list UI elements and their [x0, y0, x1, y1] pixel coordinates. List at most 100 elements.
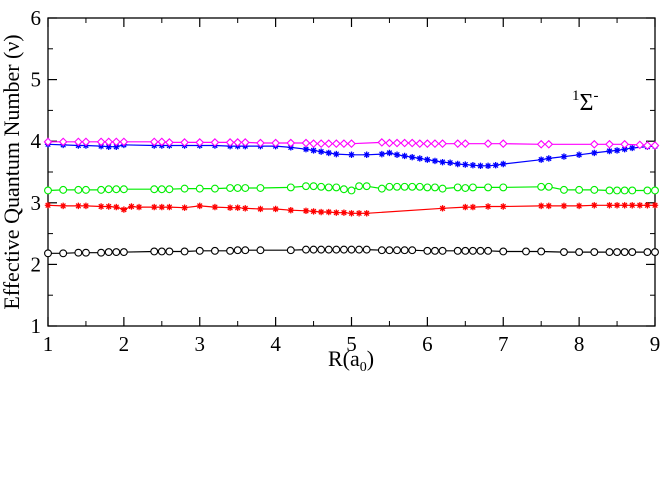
series-3-point	[590, 185, 599, 194]
series-3-point	[157, 185, 166, 194]
series-3-point	[150, 185, 159, 194]
series-2-point	[340, 209, 348, 216]
series-4-point	[469, 162, 477, 169]
series-2-point	[348, 210, 355, 217]
series-2-point	[211, 203, 219, 211]
series-2-point	[44, 202, 52, 209]
series-5	[43, 137, 660, 150]
series-3-point	[347, 186, 356, 195]
series-5-point	[483, 139, 493, 149]
series-5-point	[119, 137, 129, 147]
series-5-point	[347, 139, 356, 149]
series-1-point	[226, 246, 235, 255]
series-4-point	[113, 143, 120, 150]
series-1-point	[499, 247, 508, 256]
series-2-point	[484, 203, 492, 210]
series-2-point	[310, 208, 317, 215]
series-5-point	[430, 139, 440, 149]
series-4-point	[621, 146, 628, 153]
series-3-point	[339, 185, 348, 194]
series-1-point	[339, 245, 348, 254]
series-2-point	[606, 202, 613, 209]
series-1-point	[400, 246, 409, 255]
series-2-point	[644, 202, 651, 209]
series-1-point	[332, 245, 341, 254]
series-5-point	[438, 139, 447, 149]
series-4-point	[462, 161, 469, 168]
series-3-point	[309, 182, 318, 191]
series-1-point	[651, 248, 659, 257]
series-1-point	[575, 248, 584, 257]
series-3-point	[605, 186, 614, 195]
series-1-point	[385, 246, 394, 255]
series-3-point	[97, 185, 106, 194]
series-1-point	[362, 245, 371, 254]
series-5-point	[210, 138, 220, 147]
x-tick-label: 5	[346, 332, 357, 356]
axis-ticks: 1 2 3 4 5 6 7 8 9 1 2 3 4 5 6	[31, 6, 661, 356]
series-1-point	[461, 246, 470, 255]
series-1-point	[44, 249, 52, 258]
series-5-point	[96, 137, 106, 147]
x-axis-title-sub: 0	[360, 360, 367, 375]
series-2-point	[325, 208, 332, 216]
series-5-point	[460, 139, 470, 149]
x-axis-title-close: )	[367, 346, 374, 371]
series-4-point	[492, 162, 499, 169]
series-2-point	[613, 202, 621, 209]
series-1-point	[377, 246, 386, 255]
series-5-point	[240, 138, 250, 147]
series-3-point	[165, 185, 174, 194]
series-3-point	[81, 185, 90, 194]
series-1-point	[590, 248, 599, 257]
series-1-point	[81, 248, 90, 257]
series-1-point	[112, 248, 121, 257]
series-4-point	[613, 147, 621, 154]
series-1-point	[393, 246, 401, 255]
series-4-point	[386, 149, 393, 157]
series-2-point	[234, 204, 241, 211]
series-4-point	[401, 152, 408, 160]
series-2-point	[537, 202, 545, 210]
series-2-point	[621, 202, 628, 209]
series-4-point	[484, 162, 492, 170]
x-tick-label: 4	[270, 332, 281, 356]
series-2-point	[105, 203, 112, 210]
y-axis-title: Effective Quantum Number (ν)	[0, 34, 24, 309]
series-4-point	[439, 158, 446, 166]
series-4-point	[500, 160, 507, 168]
series-3-point	[233, 184, 242, 192]
term-symbol-annotation: 1Σ-	[572, 88, 598, 116]
series-1-point	[317, 245, 326, 254]
y-tick-label: 3	[31, 191, 42, 215]
series-4-point	[629, 144, 636, 152]
series-3-point	[423, 183, 432, 192]
x-tick-label: 3	[195, 332, 206, 356]
x-axis-title: R(a0)	[328, 346, 374, 375]
series-4-point	[363, 151, 370, 158]
series-2-point	[302, 207, 310, 215]
series-3-point	[393, 182, 401, 191]
series-3-point	[468, 183, 477, 192]
series-5-point	[453, 139, 463, 149]
series-3-point	[484, 183, 493, 192]
series-1-point	[643, 248, 652, 257]
series-3-point	[544, 182, 553, 191]
series-5-point	[43, 137, 53, 147]
y-tick-label: 6	[31, 6, 42, 30]
series-5-point	[233, 138, 243, 147]
y-tick-label: 5	[31, 68, 42, 92]
series-2-point	[439, 205, 446, 212]
series-1-point	[210, 246, 219, 255]
series-5-point	[605, 139, 614, 149]
series-4-point	[348, 151, 355, 158]
series-1-point	[438, 246, 447, 255]
series-1-point	[74, 248, 83, 257]
annotation-main: Σ	[580, 90, 594, 116]
series-1-point	[408, 246, 417, 255]
series-3-point	[241, 184, 250, 192]
series-2-point	[651, 202, 659, 209]
plot-frame	[47, 17, 656, 327]
series-5-point	[73, 137, 83, 147]
